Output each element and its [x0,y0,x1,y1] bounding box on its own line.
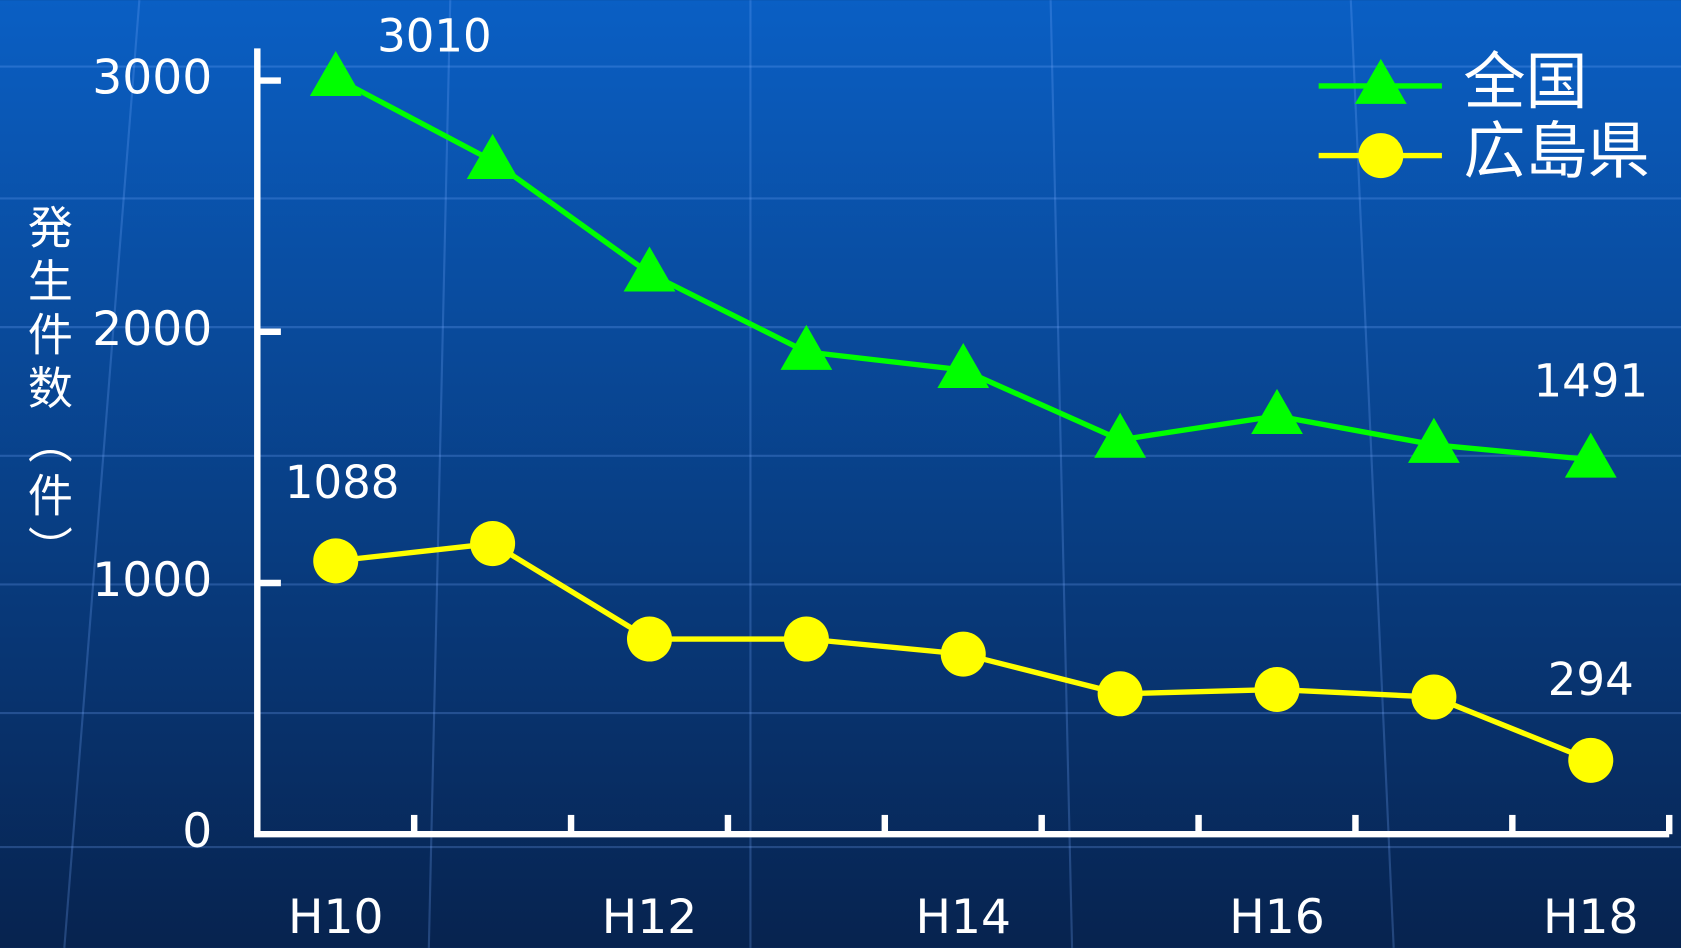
point [940,631,986,677]
y-tick-label: 2000 [92,302,212,357]
point [1568,737,1614,783]
point [623,246,676,292]
y-tick-label: 0 [182,804,212,859]
point [466,133,519,179]
point [1254,666,1300,713]
x-tick-label: H14 [916,890,1011,945]
data-label: 3010 [377,9,492,62]
legend-label: 広島県 [1463,115,1649,188]
data-label: 1491 [1533,355,1648,408]
point [937,342,990,388]
point [1564,432,1617,478]
point [1097,671,1143,717]
point [1251,388,1303,434]
x-tick-label: H18 [1543,890,1638,945]
point [780,324,833,370]
x-tick-label: H10 [288,890,383,945]
point [1354,58,1407,104]
point [626,616,673,662]
point [313,538,359,584]
point [1407,417,1460,463]
point [470,521,516,567]
point [783,616,829,662]
y-tick-label: 1000 [92,553,212,608]
point [1411,674,1457,720]
x-tick-label: H16 [1229,890,1324,945]
point [1358,133,1404,179]
point [1094,412,1147,458]
y-axis-label: 発生件数（件） [20,204,73,579]
point [309,51,362,97]
legend-label: 全国 [1463,45,1587,118]
y-tick-label: 3000 [92,51,212,106]
data-label: 1088 [285,456,400,509]
data-label: 294 [1548,653,1634,706]
x-tick-label: H12 [602,890,697,945]
